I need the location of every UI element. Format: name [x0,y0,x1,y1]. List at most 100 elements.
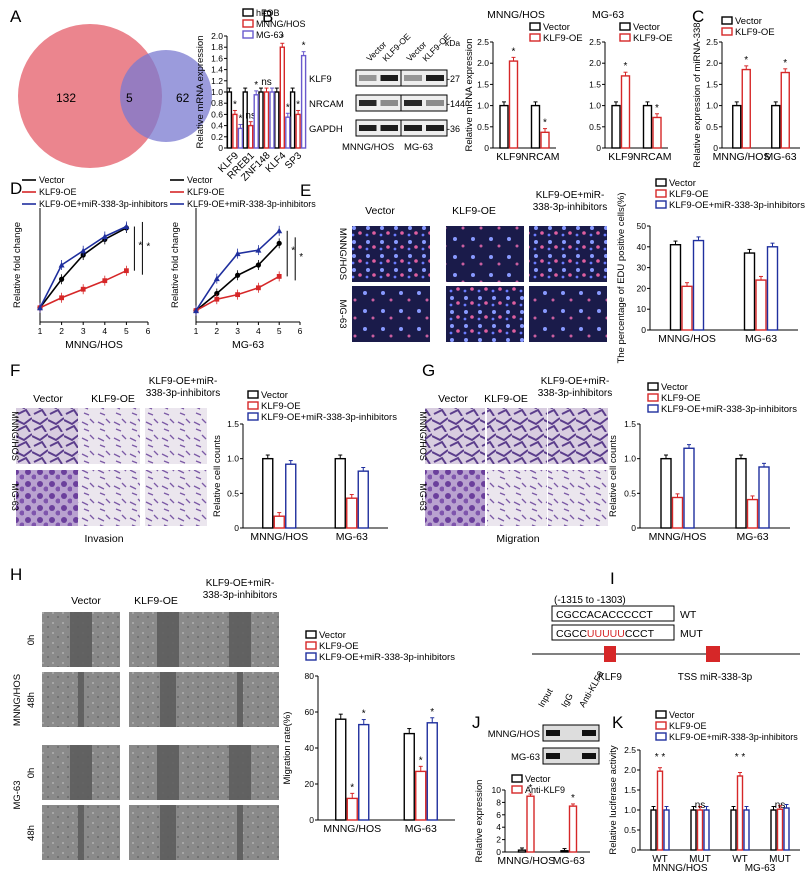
significance-mark: * [624,61,628,72]
chart-C-y-axis-label: Relative expression of miRNA-338 [692,22,703,167]
row-label-h48: 48h [26,825,37,841]
data-point-D2 [256,285,261,291]
chart-G-y-tick-label: 0.5 [624,488,636,498]
significance-mark: * [783,58,787,69]
category-label-F: MNNG/HOS [250,531,308,543]
bar-H [403,732,415,821]
wound-gap [78,672,84,727]
data-point-D1 [59,276,65,282]
chart-B1-y-tick-label: 0 [484,143,489,153]
legend-K-entry: KLF9-OE+miR-338-3p-inhibitors [669,732,798,742]
chart-A-y-tick-label: 1.6 [211,53,223,63]
wound-gap [229,612,251,667]
chart-D2-y-axis-label: Relative fold change [170,222,181,308]
legend-B1-entry: KLF9-OE [543,33,583,44]
chart-F-y-tick-label: 0.5 [227,488,239,498]
category-label-B2: KLF9 [608,151,633,163]
chart-E-y-axis-label: The percentage of EDU positive cells(%) [616,192,627,363]
bar-K [650,809,657,851]
micrograph-F [145,470,207,526]
chart-H-y-tick-label: 60 [305,707,315,717]
mut-sequence-box [551,624,675,641]
chip-band [546,753,560,759]
bar-F [262,457,274,529]
column-header-H: KLF9-OE [134,595,178,607]
chart-E-y-tick-label: 40 [637,242,647,252]
row-label-H: MG-63 [12,780,23,809]
chart-G-y-tick-label: 1.0 [624,454,636,464]
bar-A [232,113,238,149]
bar-F [346,497,358,529]
chart-J-y-axis-label: Relative expression [474,780,485,863]
bar-F [334,457,346,529]
chip-lane-label: IgG [559,691,575,709]
chart-K-y-tick-label: 1.0 [624,805,636,815]
bar-H [335,718,347,821]
significance-mark: * [286,102,290,113]
venn-set-left [18,24,162,168]
blot-band [359,125,377,131]
category-label-B2: NRCAM [633,151,672,163]
category-label-C: MNNG/HOS [713,151,771,163]
tss-label: TSS miR-338-3p [678,672,753,683]
chart-C-y-tick-label: 2.5 [706,37,718,47]
significance-mark: * [419,755,423,766]
chart-E-y-tick-label: 20 [637,283,647,293]
bar-K [776,808,784,851]
chart-B2-y-tick-label: 0 [596,143,601,153]
chip-lane-label: Anti-KLF9 [577,669,606,709]
category-label-E: MG-63 [745,333,777,345]
column-header-G: KLF9-OE [484,393,528,405]
bar-C [780,71,790,149]
blot-strip [400,69,448,87]
chart-B1-y-tick-label: 0.5 [477,122,489,132]
legend-B1-swatch [529,22,541,31]
wound-gap [157,612,179,667]
legend-G-entry: KLF9-OE [661,393,701,404]
legend-C-swatch [721,16,733,25]
bar-E [743,252,756,331]
legend-J-swatch [511,785,523,794]
legend-D-entry: Vector [39,175,65,185]
chip-row-label: MG-63 [511,752,540,763]
chart-A-y-tick-label: 0.2 [211,132,223,142]
micrograph-E [352,226,430,282]
legend-H-swatch [305,652,317,661]
bar-F [357,470,369,529]
bar-H [415,770,427,821]
chip-band [582,730,596,736]
micrograph-E [446,286,524,342]
legend-B2-swatch [619,22,631,31]
legend-F-swatch [247,390,259,399]
legend-D-entry: KLF9-OE+miR-338-3p-inhibitors [187,199,316,209]
data-point-D2 [213,275,220,282]
chart-H-y-axis-label: Migration rate(%) [282,712,293,785]
data-point-D2 [276,274,282,279]
data-point-D2 [255,247,262,253]
micrograph-F [16,408,78,464]
bar-A [279,46,285,149]
significance-mark: * [362,709,366,720]
panel-letter-I: I [610,569,615,588]
blot-band [404,100,422,106]
row-label-E: MNNG/HOS [337,228,348,280]
chart-D1-y-axis-label: Relative fold change [12,222,23,308]
data-point-D1 [124,268,129,274]
bar-E [669,244,682,331]
chart-E-y-tick-label: 10 [637,304,647,314]
klf9-binding-site [604,646,616,662]
legend-H-entry: KLF9-OE [319,641,359,652]
chart-A-y-tick-label: 1.0 [211,87,223,97]
legend-C-swatch [721,27,733,36]
chart-K-y-tick-label: 0 [631,845,636,855]
x-axis-label-D2: MG-63 [232,339,264,351]
x-tick-label-D1: 6 [146,326,151,336]
data-point-D2 [234,250,241,257]
wt-sequence: CGCCACACCCCCT [556,609,653,621]
significance-mark: * [529,783,533,794]
bar-K [736,775,744,851]
bar-C [732,104,742,149]
significance-mark: ns [695,800,706,811]
legend-F-entry: KLF9-OE+miR-338-3p-inhibitors [261,412,397,423]
significance-mark: * [233,99,237,110]
